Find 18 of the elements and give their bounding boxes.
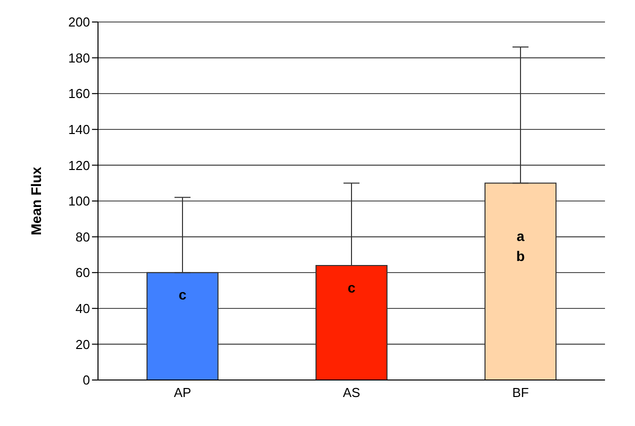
y-tick-label: 80 bbox=[76, 229, 90, 244]
x-tick-label: AS bbox=[342, 385, 360, 400]
annotation: c bbox=[178, 286, 187, 303]
y-tick-label: 120 bbox=[68, 158, 90, 173]
x-tick-label: AP bbox=[174, 385, 192, 400]
annotation: c bbox=[348, 279, 356, 296]
y-tick-label: 180 bbox=[68, 50, 90, 66]
y-tick-label: 140 bbox=[68, 122, 90, 138]
y-tick-label: 40 bbox=[76, 301, 90, 316]
y-tick-label: 200 bbox=[68, 14, 90, 30]
y-tick-label: 160 bbox=[68, 86, 90, 102]
y-tick-label: 0 bbox=[82, 372, 90, 388]
annotation: a b bbox=[516, 228, 525, 264]
y-axis-title: Mean Flux bbox=[28, 166, 44, 236]
y-tick-label: 100 bbox=[68, 194, 90, 209]
x-tick-label: BF bbox=[512, 385, 529, 400]
y-tick-label: 20 bbox=[76, 336, 90, 352]
y-tick-label: 60 bbox=[76, 265, 90, 280]
